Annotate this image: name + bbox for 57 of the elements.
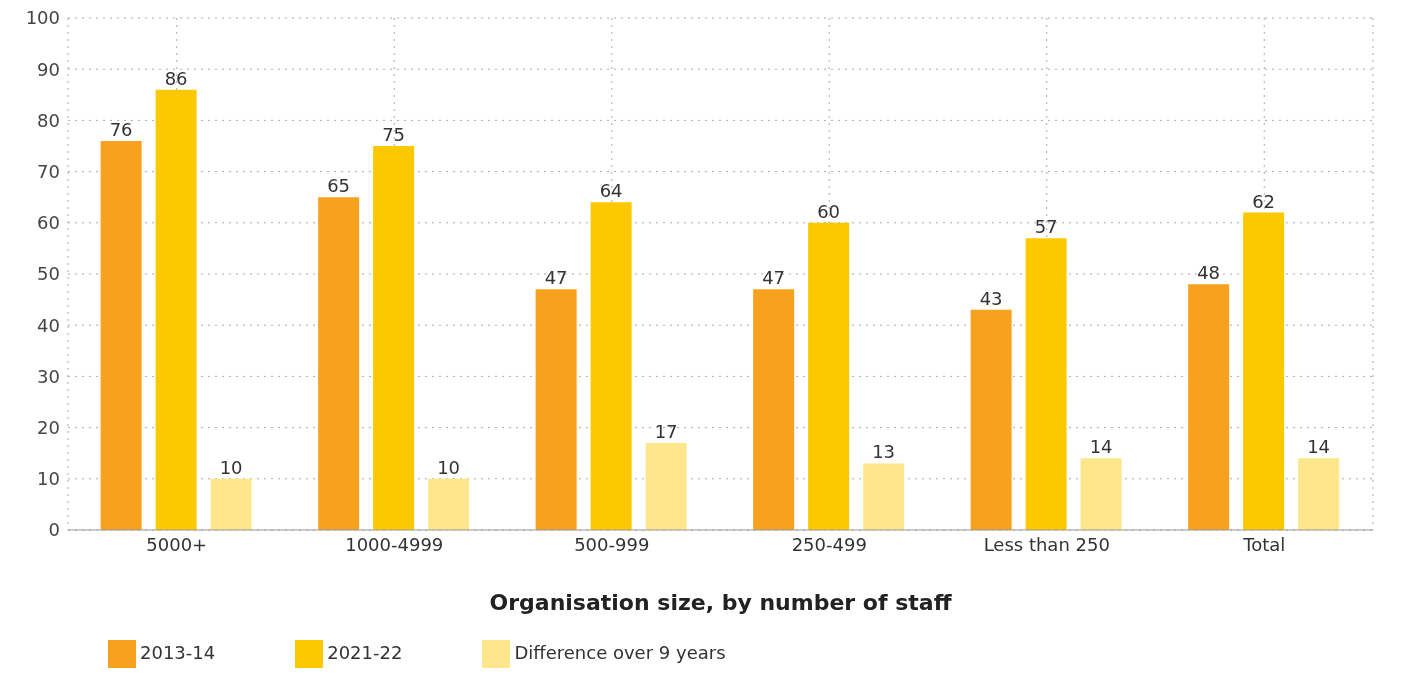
y-tick-label: 40 bbox=[37, 314, 60, 336]
data-label: 64 bbox=[599, 180, 623, 202]
y-tick-label: 80 bbox=[37, 109, 60, 131]
x-tick-label: 5000+ bbox=[146, 533, 208, 555]
y-tick-label: 60 bbox=[37, 212, 60, 234]
bar bbox=[155, 89, 197, 530]
data-label: 60 bbox=[817, 200, 841, 222]
bar bbox=[1298, 458, 1340, 530]
x-tick-label: 250-499 bbox=[791, 533, 867, 555]
data-label: 10 bbox=[219, 456, 243, 478]
bar bbox=[1025, 238, 1067, 530]
bar bbox=[863, 463, 905, 530]
bar bbox=[590, 202, 632, 530]
data-label: 65 bbox=[327, 175, 351, 197]
data-label: 13 bbox=[872, 441, 896, 463]
bar bbox=[428, 478, 470, 530]
data-label: 75 bbox=[382, 124, 406, 145]
bar bbox=[808, 222, 850, 530]
y-tick-label: 30 bbox=[37, 365, 60, 387]
x-axis-title: Organisation size, by number of staff bbox=[489, 590, 953, 615]
bar bbox=[1243, 212, 1285, 530]
bar bbox=[1188, 284, 1230, 530]
data-label: 57 bbox=[1034, 216, 1058, 238]
legend-label: 2013-14 bbox=[140, 642, 216, 663]
legend-label: 2021-22 bbox=[327, 642, 403, 663]
bar bbox=[535, 289, 577, 530]
x-tick-label: 1000-4999 bbox=[345, 533, 444, 555]
data-label: 14 bbox=[1307, 436, 1331, 458]
bar bbox=[210, 478, 252, 530]
data-label: 86 bbox=[164, 67, 188, 89]
bar bbox=[1080, 458, 1122, 530]
data-label: 17 bbox=[654, 420, 678, 442]
y-tick-label: 100 bbox=[25, 7, 60, 29]
bar bbox=[970, 309, 1012, 530]
y-tick-label: 70 bbox=[37, 160, 60, 182]
legend-label: Difference over 9 years bbox=[514, 642, 726, 663]
data-label: 48 bbox=[1197, 262, 1221, 284]
x-tick-label: Less than 250 bbox=[983, 533, 1110, 555]
y-tick-label: 20 bbox=[37, 416, 60, 438]
y-tick-label: 10 bbox=[37, 468, 60, 490]
data-label: 62 bbox=[1252, 190, 1276, 212]
data-label: 76 bbox=[109, 118, 133, 140]
bar bbox=[373, 146, 415, 530]
y-tick-label: 50 bbox=[37, 263, 60, 285]
bar bbox=[753, 289, 795, 530]
data-label: 14 bbox=[1089, 436, 1113, 458]
bar bbox=[100, 140, 142, 530]
data-label: 47 bbox=[544, 267, 568, 289]
data-label: 43 bbox=[979, 287, 1003, 309]
data-label: 10 bbox=[437, 456, 461, 478]
y-tick-label: 0 bbox=[48, 519, 60, 541]
bar bbox=[645, 442, 687, 530]
y-tick-label: 90 bbox=[37, 58, 60, 80]
x-tick-label: Total bbox=[1242, 533, 1286, 555]
data-label: 47 bbox=[762, 267, 786, 289]
x-tick-label: 500-999 bbox=[574, 533, 650, 555]
bar bbox=[318, 197, 360, 530]
